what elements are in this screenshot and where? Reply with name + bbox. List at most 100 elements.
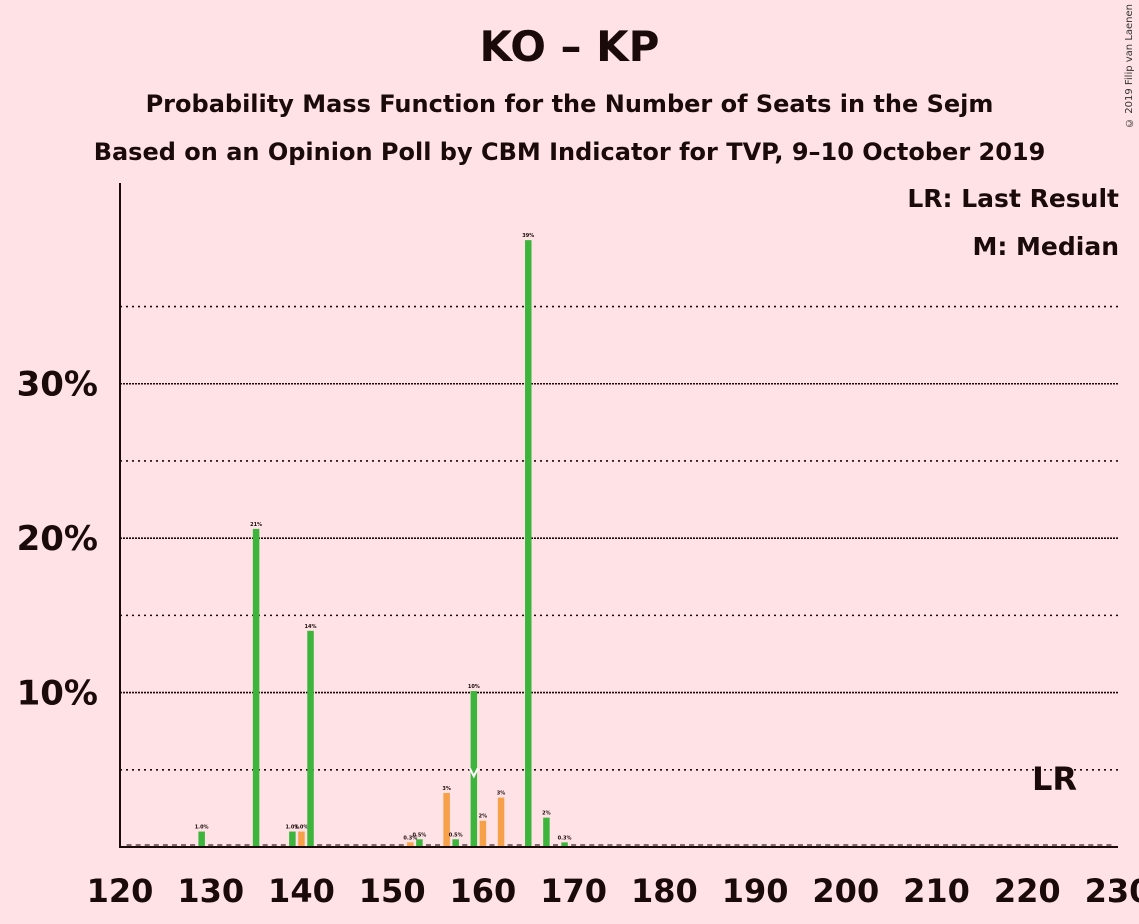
zero-mark — [380, 844, 386, 846]
bar-seat-160 — [479, 820, 487, 847]
zero-mark — [326, 844, 332, 846]
zero-mark — [734, 844, 740, 846]
zero-mark — [825, 844, 831, 846]
zero-mark — [208, 844, 214, 846]
x-tick-label: 180 — [631, 872, 698, 910]
x-tick-label: 120 — [87, 872, 154, 910]
zero-mark — [1051, 844, 1057, 846]
zero-mark — [807, 844, 813, 846]
zero-mark — [262, 844, 268, 846]
zero-mark — [616, 844, 622, 846]
bar-value-label: 0.3% — [403, 835, 417, 841]
bar-seat-167 — [543, 817, 550, 847]
zero-mark — [761, 844, 767, 846]
zero-mark — [625, 844, 631, 846]
bar-value-label: 14% — [305, 624, 317, 630]
y-tick-label: 20% — [17, 519, 98, 559]
bar-value-label: 3% — [442, 786, 451, 792]
zero-mark — [698, 844, 704, 846]
zero-mark — [571, 844, 577, 846]
zero-mark — [271, 844, 277, 846]
zero-mark — [1024, 844, 1030, 846]
y-tick-label: 10% — [17, 674, 98, 714]
zero-mark — [344, 844, 350, 846]
zero-mark — [1015, 844, 1021, 846]
bar-seat-169 — [561, 842, 568, 847]
zero-mark — [398, 844, 404, 846]
bar-value-label: 39% — [522, 233, 534, 239]
zero-mark — [924, 844, 930, 846]
y-tick-label: 30% — [17, 365, 98, 405]
zero-mark — [1106, 844, 1112, 846]
zero-mark — [952, 844, 958, 846]
bar-value-label: 3% — [497, 791, 506, 797]
zero-mark — [834, 844, 840, 846]
zero-mark — [507, 844, 513, 846]
x-tick-label: 230 — [1085, 872, 1139, 910]
zero-mark — [462, 844, 468, 846]
legend-last-result: LR: Last Result — [907, 184, 1119, 213]
bar-seat-165 — [525, 240, 532, 847]
zero-mark — [816, 844, 822, 846]
zero-mark — [226, 844, 232, 846]
zero-mark — [652, 844, 658, 846]
bar-seat-152 — [407, 842, 414, 847]
bar-value-label: 2% — [479, 814, 488, 820]
zero-mark — [353, 844, 359, 846]
zero-mark — [1061, 844, 1067, 846]
zero-mark — [961, 844, 967, 846]
zero-mark — [534, 844, 540, 846]
zero-mark — [943, 844, 949, 846]
bar-seat-129 — [198, 831, 205, 847]
x-tick-label: 160 — [450, 872, 517, 910]
zero-mark — [1070, 844, 1076, 846]
bar-seat-159 — [470, 691, 478, 847]
zero-mark — [317, 844, 323, 846]
zero-mark — [879, 844, 885, 846]
zero-mark — [135, 844, 141, 846]
bar-value-label: 21% — [250, 522, 262, 528]
zero-mark — [725, 844, 731, 846]
bar-seat-140 — [298, 831, 305, 847]
bar-value-label: 0.5% — [412, 832, 426, 838]
x-tick-label: 130 — [177, 872, 244, 910]
zero-mark — [1042, 844, 1048, 846]
x-tick-label: 220 — [994, 872, 1061, 910]
zero-mark — [389, 844, 395, 846]
bar-seat-135 — [252, 528, 260, 847]
zero-mark — [797, 844, 803, 846]
zero-mark — [280, 844, 286, 846]
bar-value-label: 1.0% — [285, 825, 299, 831]
zero-mark — [552, 844, 558, 846]
zero-mark — [661, 844, 667, 846]
zero-mark — [589, 844, 595, 846]
bar-value-label: 0.3% — [558, 835, 572, 841]
median-marker — [468, 767, 479, 779]
zero-mark — [707, 844, 713, 846]
zero-mark — [580, 844, 586, 846]
zero-mark — [870, 844, 876, 846]
zero-mark — [235, 844, 241, 846]
bar-seat-141 — [307, 630, 314, 847]
last-result-marker: LR — [1032, 760, 1077, 798]
zero-mark — [861, 844, 867, 846]
zero-mark — [997, 844, 1003, 846]
zero-mark — [1097, 844, 1103, 846]
bar-value-label: 1.0% — [295, 825, 309, 831]
zero-mark — [144, 844, 150, 846]
zero-mark — [435, 844, 441, 846]
zero-mark — [1006, 844, 1012, 846]
bar-value-label: 0.5% — [449, 832, 463, 838]
bar-seat-156 — [443, 792, 450, 847]
zero-mark — [888, 844, 894, 846]
zero-mark — [634, 844, 640, 846]
x-tick-label: 150 — [359, 872, 426, 910]
zero-mark — [362, 844, 368, 846]
x-tick-label: 210 — [903, 872, 970, 910]
bar-value-label: 2% — [542, 811, 551, 817]
zero-mark — [970, 844, 976, 846]
zero-mark — [752, 844, 758, 846]
bar-seat-162 — [497, 797, 505, 847]
zero-mark — [689, 844, 695, 846]
